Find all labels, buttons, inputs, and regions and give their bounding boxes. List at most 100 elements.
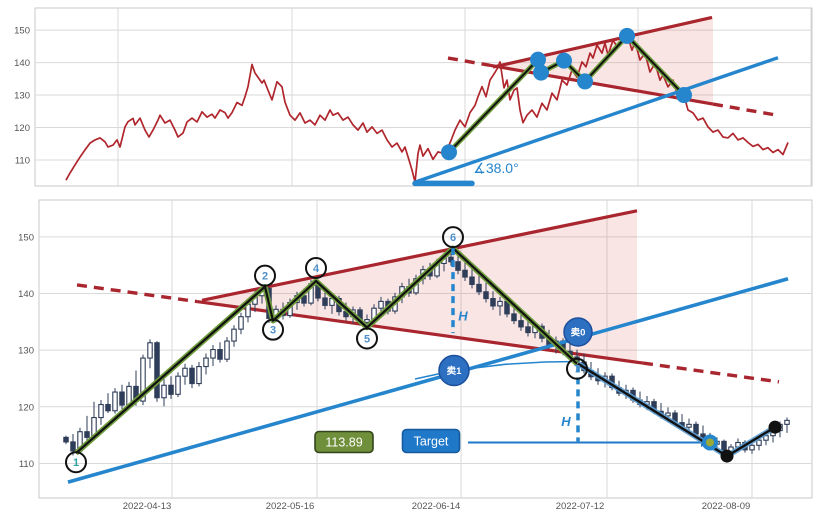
y-tick-label: 150: [18, 232, 34, 243]
swing-number: 6: [450, 232, 456, 244]
bottom-x-axis: 2022-04-13 2022-05-16 2022-06-14 2022-07-12…: [123, 501, 751, 512]
candle-body: [469, 276, 475, 285]
candle-body: [784, 419, 790, 425]
target-box-label: Target: [414, 435, 449, 449]
y-tick-label: 140: [14, 58, 30, 69]
candle: [476, 275, 482, 296]
candle: [231, 325, 237, 347]
candle-body: [378, 300, 384, 309]
sell-badge-label: 卖1: [447, 365, 463, 377]
swing-circle: [65, 451, 87, 474]
line: [76, 283, 198, 304]
candle-body: [168, 384, 174, 395]
candle-body: [518, 320, 524, 328]
x-tick-label: 2022-06-14: [412, 501, 461, 512]
h-label: H: [458, 309, 468, 324]
candle: [483, 282, 489, 303]
swing-circle: [305, 257, 327, 280]
candle: [119, 384, 125, 410]
x-tick-label: 2022-08-09: [702, 501, 751, 512]
candle: [105, 393, 111, 414]
line: [642, 361, 780, 384]
sell-badge-label: 卖0: [571, 327, 586, 339]
candle: [63, 435, 69, 445]
candle: [112, 388, 118, 414]
target-price-box: [314, 430, 374, 454]
candle: [784, 417, 790, 433]
x-tick-label: 2022-07-12: [556, 501, 605, 512]
swing-dot: [556, 52, 572, 69]
candle: [224, 337, 230, 363]
candle-body: [490, 298, 496, 307]
y-tick-label: 140: [18, 289, 34, 300]
candle-body: [511, 313, 517, 322]
candle-body: [231, 328, 237, 342]
swing-number: 4: [313, 263, 320, 275]
candle: [469, 268, 475, 289]
sell-badges: 卖0 卖1: [438, 317, 593, 387]
swing-dot: [530, 51, 546, 68]
candle-body: [749, 444, 755, 451]
candle-body: [238, 316, 244, 330]
swing-number: 5: [364, 333, 370, 345]
line: [492, 15, 713, 69]
sell-badge: [563, 317, 593, 347]
swing-number: 3: [270, 325, 276, 337]
candle-body: [665, 412, 671, 417]
candle-body: [147, 342, 153, 359]
swing-dot: [441, 144, 457, 161]
target-price-box-label: 113.89: [325, 436, 362, 450]
candle: [196, 362, 202, 387]
candle-body: [525, 326, 531, 334]
line: [414, 56, 779, 184]
candle: [497, 296, 503, 316]
swing-dot: [676, 87, 692, 104]
line: [447, 56, 491, 67]
swing-number: 2: [262, 271, 268, 283]
candle: [455, 256, 461, 275]
candle-body: [483, 291, 489, 300]
y-tick-label: 120: [14, 123, 30, 134]
candle: [462, 261, 468, 282]
bottom-grid: [39, 200, 812, 498]
candle: [322, 290, 328, 310]
candle-body: [140, 357, 146, 402]
end-dot: [720, 449, 734, 463]
sell-badge: [438, 354, 470, 387]
swing-circle: [262, 318, 284, 341]
candle-body: [98, 403, 104, 419]
swing-number: 7: [574, 364, 580, 376]
end-dot: [768, 420, 782, 434]
swing-dot: [577, 73, 593, 90]
bottom-panel-content: H H 卖0 卖1 1 2 3 4 5 6 7 113.89 Target: [63, 209, 790, 484]
candle-body: [119, 391, 125, 406]
candle-body: [112, 391, 118, 412]
candle-body: [175, 375, 181, 395]
candle: [147, 339, 153, 369]
candle-body: [322, 297, 328, 306]
candle: [154, 341, 160, 402]
line: [67, 277, 789, 484]
candle: [84, 415, 90, 442]
candle-body: [84, 431, 90, 438]
candle-body: [70, 441, 76, 452]
y-tick-label: 150: [14, 26, 30, 37]
label-boxes: 113.89 Target: [314, 428, 461, 454]
candle: [161, 379, 167, 407]
candle-body: [105, 403, 111, 412]
candle-body: [63, 436, 69, 443]
candle-body: [756, 439, 762, 446]
candle-body: [161, 384, 167, 399]
candle-body: [210, 349, 216, 359]
candle-body: [224, 340, 230, 360]
candle-body: [182, 367, 188, 377]
candle-body: [217, 349, 223, 360]
y-tick-label: 110: [15, 156, 30, 167]
candle-body: [476, 283, 482, 293]
h-label: H: [561, 414, 571, 429]
swing-number: 1: [73, 457, 79, 469]
bottom-y-axis: 150 140 130 120 110: [18, 232, 34, 470]
swing-dot: [533, 64, 549, 81]
